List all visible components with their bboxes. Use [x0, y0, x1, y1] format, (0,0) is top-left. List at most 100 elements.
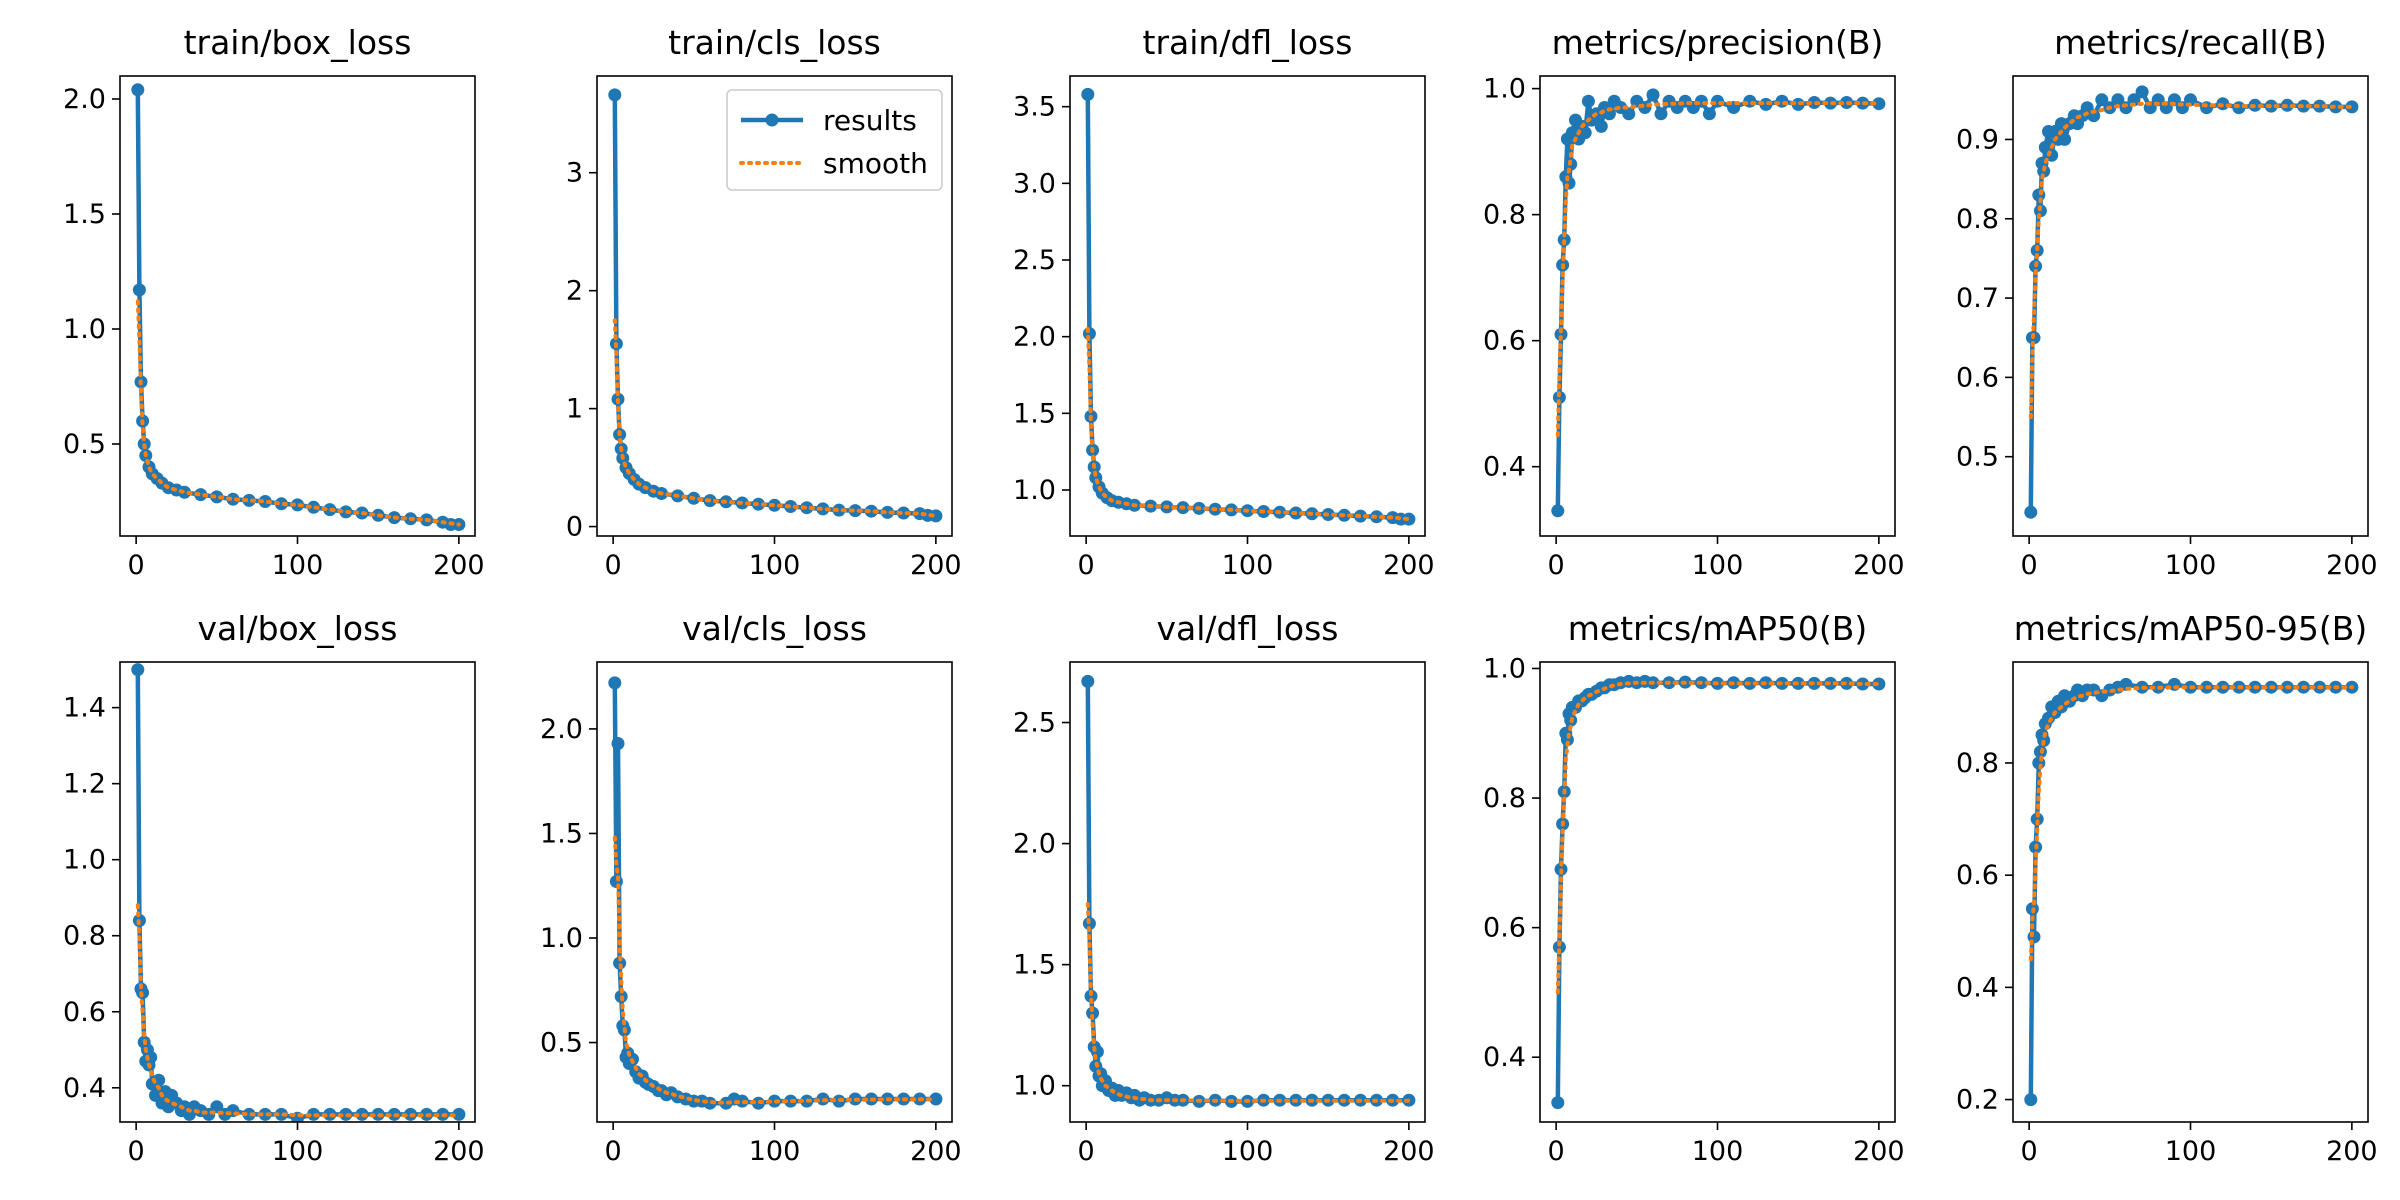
x-tick-label: 100 [2165, 550, 2217, 581]
y-tick-label: 1.5 [540, 818, 583, 849]
results-line [2028, 89, 2355, 515]
panel-title: train/dfl_loss [1143, 23, 1353, 62]
results-point [816, 502, 830, 516]
results-point [1646, 88, 1660, 102]
x-tick-label: 0 [1078, 550, 1095, 581]
legend-box [726, 89, 943, 191]
x-tick-label: 100 [1222, 1136, 1274, 1167]
results-point [1602, 107, 1616, 121]
axes-frame [1539, 75, 1896, 537]
panel-metrics-precision-b: metrics/precision(B) 0 100 200 0.4 0.6 0.8 1.0 [1483, 23, 1905, 581]
results-point [2087, 109, 2101, 123]
results-point [1551, 1096, 1565, 1110]
y-tick-label: 1.0 [1483, 653, 1526, 684]
results-point [832, 503, 846, 517]
results-point [2135, 85, 2149, 99]
plot-area [1551, 674, 1886, 1110]
results-point [210, 490, 224, 504]
panel-metrics-map50-95-b: metrics/mAP50-95(B) 0 100 200 0.2 0.4 0.6 0.8 [1956, 609, 2378, 1167]
panel-title: metrics/recall(B) [2054, 23, 2327, 62]
smooth-line [2028, 685, 2354, 962]
y-tick-label: 0.8 [1956, 204, 1999, 235]
y-tick-label: 0.4 [63, 1073, 106, 1104]
axes-frame [119, 661, 476, 1123]
x-tick-label: 100 [272, 1136, 324, 1167]
results-point [258, 1107, 272, 1121]
panel-title: train/box_loss [184, 23, 412, 62]
results-line [612, 680, 939, 1106]
smooth-line [1085, 902, 1411, 1103]
axes-frame [1069, 661, 1426, 1123]
results-point [1084, 989, 1098, 1003]
results-point [242, 493, 256, 507]
x-tick-label: 200 [1853, 550, 1905, 581]
x-tick-label: 200 [910, 1136, 962, 1167]
results-point [1552, 940, 1566, 954]
panel-train-cls-loss: train/cls_loss 0 100 200 0 1 2 3 results smooth [566, 23, 962, 581]
y-tick-label: 1.4 [63, 693, 106, 724]
results-point [864, 504, 878, 518]
results-point [307, 1107, 321, 1121]
results-line [135, 667, 462, 1121]
results-point [1554, 327, 1568, 341]
x-tick-label: 200 [1383, 1136, 1435, 1167]
x-tick-label: 0 [1548, 1136, 1565, 1167]
y-tick-label: 0.4 [1483, 1042, 1526, 1073]
results-point [2027, 930, 2041, 944]
y-tick-label: 2.0 [1013, 322, 1056, 353]
smooth-line [2028, 101, 2354, 419]
y-tick-label: 0.8 [1483, 200, 1526, 231]
results-point [2030, 812, 2044, 826]
results-point [2058, 132, 2072, 146]
results-point [274, 1107, 288, 1121]
results-line [135, 87, 462, 527]
panel-title: metrics/mAP50(B) [1568, 609, 1868, 648]
results-point [258, 495, 272, 508]
panel-title: val/dfl_loss [1156, 609, 1338, 648]
results-point [131, 83, 145, 97]
axes-frame [2012, 661, 2369, 1123]
y-tick-label: 2.5 [1013, 245, 1056, 276]
results-point [210, 1100, 224, 1114]
results-point [897, 506, 911, 520]
results-point [1081, 674, 1095, 688]
results-point [1551, 504, 1565, 518]
y-tick-label: 0.6 [1483, 326, 1526, 357]
panel-train-box-loss: train/box_loss 0 100 200 0.5 1.0 1.5 2.0 [63, 23, 485, 581]
results-point [929, 509, 943, 523]
results-point [848, 504, 862, 518]
y-tick-label: 0.7 [1956, 283, 1999, 314]
results-point [608, 88, 622, 102]
results-point [2127, 93, 2141, 107]
y-tick-label: 1.0 [63, 314, 106, 345]
x-tick-label: 0 [1548, 550, 1565, 581]
x-tick-label: 0 [605, 550, 622, 581]
x-tick-label: 0 [128, 550, 145, 581]
y-tick-label: 1.0 [1483, 74, 1526, 105]
x-tick-label: 100 [1222, 550, 1274, 581]
x-tick-label: 200 [2326, 1136, 2378, 1167]
y-tick-label: 0.9 [1956, 124, 1999, 155]
y-tick-label: 1 [566, 394, 583, 425]
y-tick-label: 0.4 [1483, 452, 1526, 483]
x-tick-label: 100 [749, 1136, 801, 1167]
results-point [1560, 733, 1574, 747]
x-tick-label: 100 [1692, 1136, 1744, 1167]
smooth-line [1555, 680, 1881, 995]
results-point [1702, 107, 1716, 121]
results-point [611, 737, 625, 750]
results-point [242, 1107, 256, 1121]
legend-smooth-label: smooth [823, 147, 928, 180]
results-point [1622, 107, 1636, 121]
y-tick-label: 0.8 [1483, 783, 1526, 814]
y-tick-label: 0.5 [63, 429, 106, 460]
y-tick-label: 1.5 [63, 199, 106, 230]
panel-metrics-recall-b: metrics/recall(B) 0 100 200 0.5 0.6 0.7 0.8 0.9 [1956, 23, 2378, 581]
results-point [1594, 119, 1608, 133]
legend: results smooth [726, 89, 943, 191]
y-tick-label: 0.5 [1956, 442, 1999, 473]
results-line [1555, 92, 1882, 514]
panel-train-dfl-loss: train/dfl_loss 0 100 200 1.0 1.5 2.0 2.5 3.0 3.5 [1013, 23, 1435, 581]
results-point [452, 1107, 466, 1121]
smooth-line [135, 903, 461, 1118]
